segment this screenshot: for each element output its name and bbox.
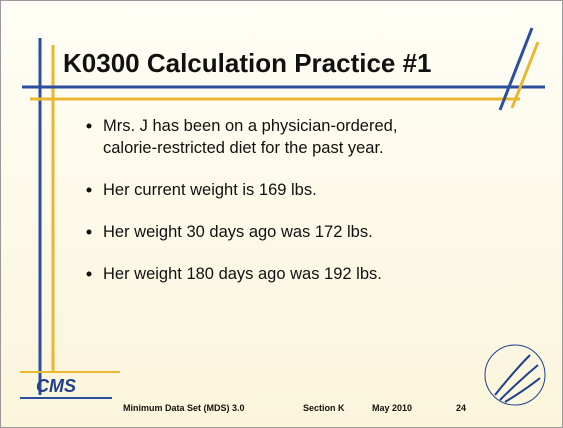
- bullet-text: Her weight 180 days ago was 192 lbs.: [103, 265, 382, 283]
- bullet-dot: [86, 187, 92, 193]
- hhs-seal: [484, 344, 546, 406]
- footer-page: 24: [456, 403, 466, 413]
- footer-date: May 2010: [372, 403, 412, 413]
- bullet-text: Mrs. J has been on a physician-ordered,: [103, 117, 397, 135]
- cms-logo: CMS: [36, 376, 76, 396]
- bullet-dot: [86, 229, 92, 235]
- bullet-text: calorie-restricted diet for the past yea…: [103, 139, 384, 157]
- decor-lines: [20, 27, 545, 399]
- bullet-text: Her weight 30 days ago was 172 lbs.: [103, 223, 373, 241]
- slide-title: K0300 Calculation Practice #1: [63, 48, 432, 78]
- bullet-dot: [86, 271, 92, 277]
- bullet-dot: [86, 123, 92, 129]
- bullet-text: Her current weight is 169 lbs.: [103, 181, 317, 199]
- bullet-list: Mrs. J has been on a physician-ordered, c…: [86, 117, 397, 283]
- footer-section: Section K: [303, 403, 345, 413]
- footer-program: Minimum Data Set (MDS) 3.0: [123, 403, 245, 413]
